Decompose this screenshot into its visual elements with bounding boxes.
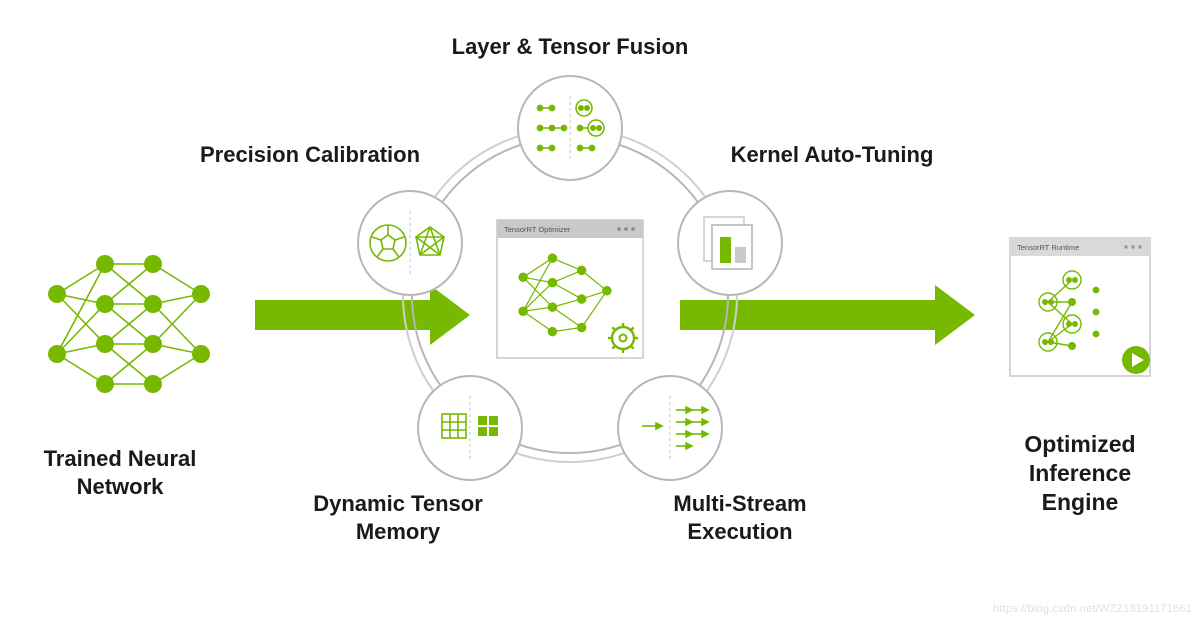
watermark-text: https://blog.csdn.net/WZZ18191171661 [993,603,1192,615]
input-label: Trained NeuralNetwork [20,445,220,500]
input-neural-net-icon [48,255,210,393]
kernel-icon [704,217,752,269]
ring-node-memory [418,376,522,480]
runtime-window-icon: TensorRT Runtime [1010,238,1150,376]
memory-label: Dynamic TensorMemory [268,490,528,545]
output-label: OptimizedInferenceEngine [980,430,1180,516]
arrow-left-icon [255,285,470,345]
runtime-window-title: TensorRT Runtime [1017,243,1079,252]
ring-node-precision [358,191,462,295]
optimizer-window-icon: TensorRT Optimizer [497,220,643,358]
diagram-canvas: TensorRT Optimizer [0,0,1200,619]
play-icon [1122,346,1150,374]
ring-node-fusion [518,76,622,180]
kernel-label: Kernel Auto-Tuning [692,142,972,168]
optimizer-window-title: TensorRT Optimizer [504,225,571,234]
ring-node-kernel [678,191,782,295]
fusion-label: Layer & Tensor Fusion [410,34,730,60]
precision-label: Precision Calibration [170,142,450,168]
ring-node-multistream [618,376,722,480]
multistream-label: Multi-StreamExecution [610,490,870,545]
